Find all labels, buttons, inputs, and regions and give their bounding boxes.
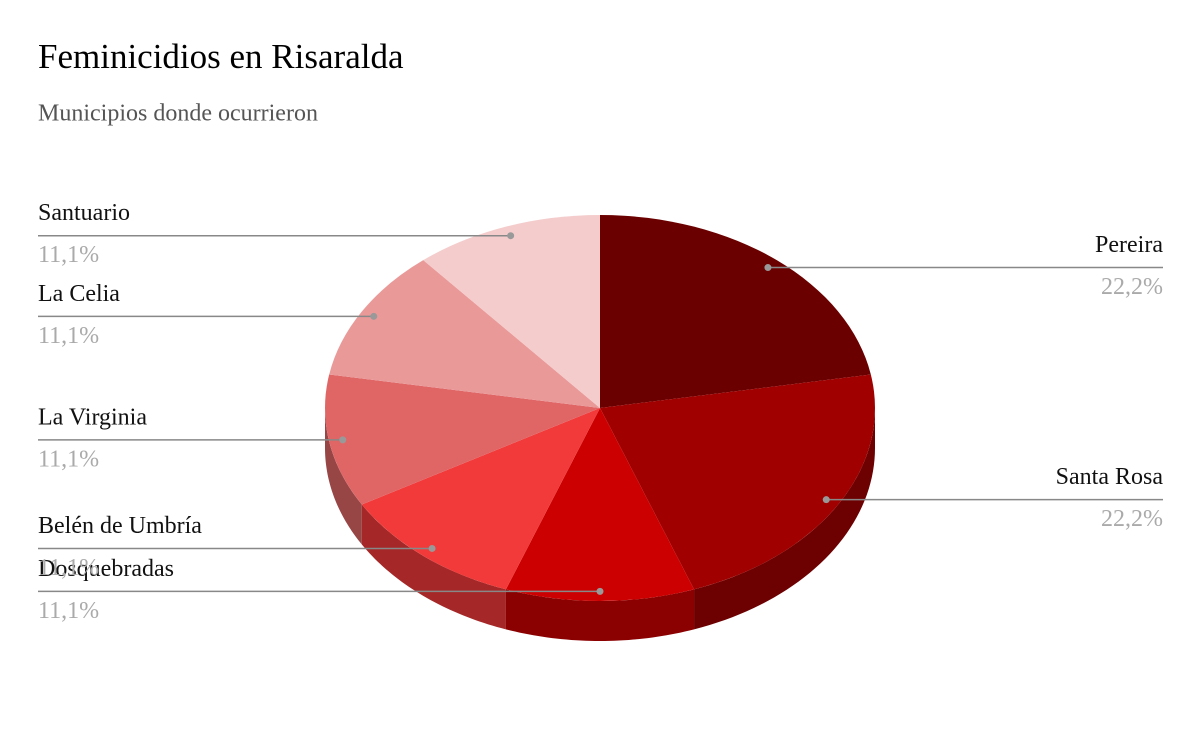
legend-label: Santa Rosa (1056, 464, 1164, 490)
legend-label: Santuario (38, 200, 130, 226)
legend-label: Pereira (1095, 232, 1163, 258)
leader-dot (339, 436, 347, 444)
value-label: 11,1% (38, 446, 99, 472)
leader-dot (596, 587, 604, 595)
leader-dot (764, 264, 772, 272)
slice (329, 260, 600, 408)
slice-side (361, 504, 506, 630)
chart-subtitle: Municipios donde ocurrieron (38, 101, 318, 127)
legend-label: Belén de Umbría (38, 513, 202, 539)
slice (324, 374, 600, 505)
slice-side (505, 589, 695, 641)
slice (423, 215, 600, 408)
legend-label: La Virginia (38, 404, 147, 430)
value-label: 11,1% (38, 555, 99, 581)
legend-label: Dosquebradas (38, 556, 174, 582)
value-label: 22,2% (1101, 274, 1163, 300)
slice-side (694, 408, 875, 630)
value-label: 11,1% (38, 323, 99, 349)
slice-side (325, 408, 362, 545)
slice (505, 408, 695, 601)
leader-dot (507, 232, 515, 240)
value-label: 11,1% (38, 598, 99, 624)
value-label: 11,1% (38, 242, 99, 268)
slice (600, 374, 875, 590)
chart-title: Feminicidios en Risaralda (38, 37, 404, 76)
leader-dot (822, 496, 830, 504)
legend-label: La Celia (38, 281, 120, 307)
slice (361, 408, 600, 590)
value-label: 22,2% (1101, 506, 1163, 532)
slice (600, 215, 871, 408)
leader-dot (370, 312, 378, 320)
leader-dot (428, 544, 436, 552)
